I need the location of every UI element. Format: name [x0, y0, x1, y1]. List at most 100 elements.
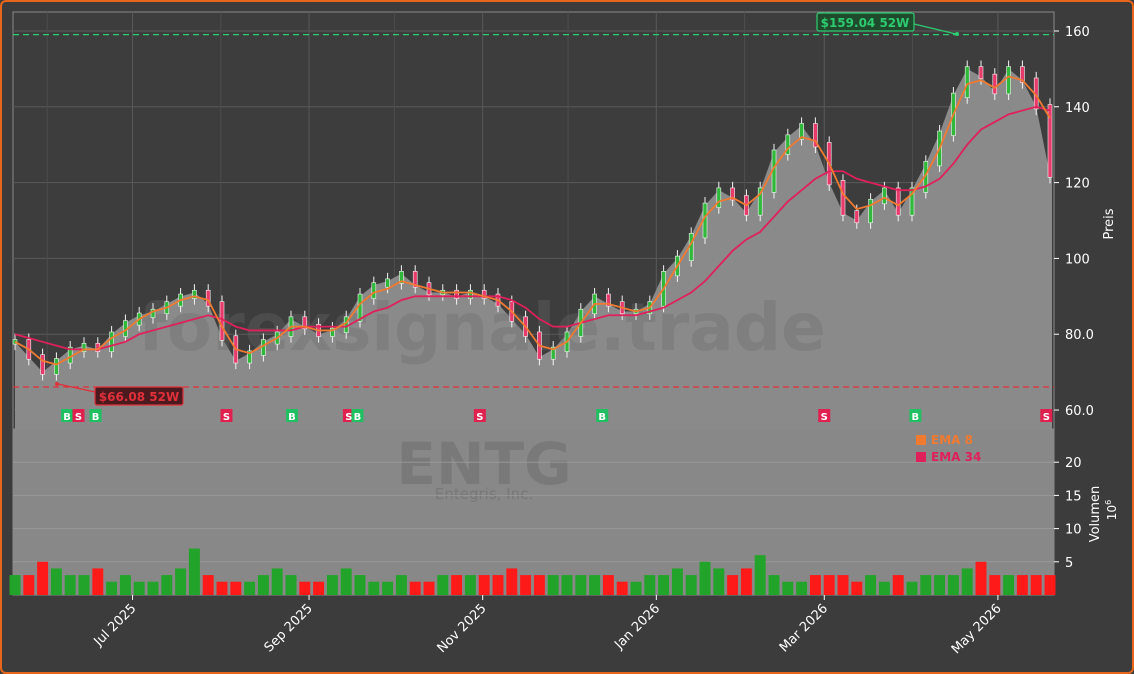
watermark-ticker: ENTG [396, 430, 571, 498]
ema34-line [14, 105, 1051, 351]
candle-body-25 [357, 293, 363, 322]
volume-bar-75 [1044, 575, 1056, 595]
candle-body-63 [882, 187, 887, 205]
volume-bar-8 [119, 575, 131, 595]
signal-B-label-6: B [354, 412, 362, 423]
volume-unit-exp: 6 [1104, 500, 1113, 505]
candle-body-5 [81, 343, 87, 352]
volume-bar-60 [837, 575, 849, 595]
volume-bar-51 [713, 568, 725, 595]
price-axis-label: Preis [1102, 208, 1117, 239]
signal-B-label-2: B [92, 412, 100, 423]
volume-bar-40 [561, 575, 573, 595]
volume-bar-13 [188, 548, 200, 595]
volume-bar-43 [602, 575, 614, 595]
volume-bar-29 [409, 581, 421, 595]
volume-bar-63 [878, 581, 890, 595]
price-tick-label-4: 140 [1065, 101, 1090, 116]
volume-bar-5 [78, 575, 90, 595]
candle-body-73 [1020, 66, 1025, 83]
volume-bar-0 [9, 575, 21, 595]
volume-bar-21 [299, 581, 311, 595]
volume-tick-label-3: 20 [1065, 456, 1082, 471]
legend-ema34-swatch [916, 452, 926, 462]
signal-S-label-5: S [345, 412, 352, 423]
volume-bar-14 [202, 575, 214, 595]
volume-bar-56 [782, 581, 794, 595]
date-tick-label-5: May 2026 [949, 601, 1005, 657]
signal-S-label-9: S [821, 412, 828, 423]
volume-bar-44 [616, 581, 628, 595]
volume-bar-70 [975, 561, 987, 595]
volume-bar-55 [768, 575, 780, 595]
watermark-company: Entegris, Inc. [435, 485, 533, 503]
low-52w-arrow [57, 383, 96, 393]
volume-bar-46 [644, 575, 656, 595]
volume-bar-27 [382, 581, 394, 595]
52w-levels: $159.04 52W $66.08 52W [13, 12, 1054, 406]
volume-bar-66 [920, 575, 932, 595]
candle-body-58 [813, 123, 818, 148]
price-tick-label-1: 80.0 [1065, 328, 1094, 343]
volume-bar-38 [533, 575, 545, 595]
volume-bar-17 [244, 581, 256, 595]
candle-body-57 [799, 123, 804, 140]
volume-tick-label-1: 10 [1065, 523, 1082, 538]
volume-bar-4 [64, 575, 76, 595]
candle-body-69 [964, 66, 970, 98]
volume-bar-57 [796, 581, 808, 595]
volume-bar-41 [575, 575, 587, 595]
volume-bar-22 [313, 581, 325, 595]
candle-body-61 [854, 210, 860, 224]
candle-body-54 [757, 187, 763, 216]
volume-tick-label-2: 15 [1065, 489, 1082, 504]
candle-body-13 [192, 289, 197, 299]
volume-bar-1 [23, 575, 35, 595]
volume-bar-18 [257, 575, 269, 595]
candle-body-2 [40, 354, 45, 375]
watermark-site: forexsignale.trade [138, 289, 826, 366]
candle-body-64 [895, 187, 901, 216]
candle-body-26 [371, 282, 377, 299]
volume-bar-59 [823, 575, 835, 595]
low-52w-label-box [94, 386, 184, 406]
volume-bar-39 [547, 575, 559, 595]
signal-S-box-11 [1040, 409, 1053, 422]
volume-bar-64 [892, 575, 904, 595]
candle-body-43 [606, 293, 611, 307]
candle-body-15 [219, 301, 225, 341]
volume-bar-3 [50, 568, 62, 595]
volume-bar-65 [906, 581, 918, 595]
signal-S-box-9 [818, 409, 831, 422]
volume-bar-2 [37, 561, 49, 595]
volume-bar-23 [326, 575, 338, 595]
signal-S-label-3: S [223, 412, 230, 423]
volume-bar-20 [285, 575, 297, 595]
volume-bar-73 [1016, 575, 1028, 595]
volume-tick-label-0: 5 [1065, 556, 1073, 571]
volume-axis-unit: 106 [1104, 500, 1119, 520]
date-tick-label-4: Mar 2026 [777, 601, 831, 655]
volume-bar-30 [423, 581, 435, 595]
volume-bar-34 [478, 575, 490, 595]
date-tick-label-2: Nov 2025 [435, 601, 490, 656]
date-tick-label-0: Jul 2025 [91, 601, 140, 650]
volume-bar-50 [699, 561, 711, 595]
candle-body-21 [302, 316, 308, 330]
candle-body-24 [343, 316, 349, 334]
legend-ema8-swatch [916, 435, 926, 445]
volume-bar-68 [947, 575, 959, 595]
volume-unit-base: 10 [1105, 505, 1119, 520]
volume-bar-24 [340, 568, 352, 595]
volume-bar-16 [230, 581, 242, 595]
price-tick-label-3: 120 [1065, 177, 1090, 192]
volume-bar-10 [147, 581, 159, 595]
signal-B-label-8: B [598, 412, 606, 423]
signal-B-box-0 [61, 409, 74, 422]
candle-body-71 [992, 73, 998, 95]
candle-body-33 [468, 289, 473, 299]
volume-bar-26 [368, 581, 380, 595]
candle-body-27 [385, 278, 390, 288]
volume-bar-53 [740, 568, 752, 595]
